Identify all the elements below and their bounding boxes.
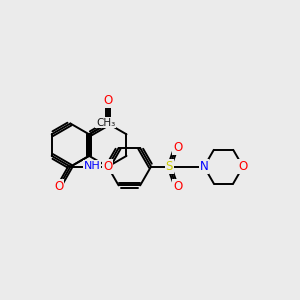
Text: O: O xyxy=(173,141,182,154)
Text: N: N xyxy=(200,160,208,173)
Text: NH: NH xyxy=(84,161,100,171)
Text: O: O xyxy=(103,160,112,173)
Text: O: O xyxy=(54,180,63,194)
Text: CH₃: CH₃ xyxy=(96,118,116,128)
Text: O: O xyxy=(173,179,182,193)
Text: O: O xyxy=(103,94,112,107)
Text: O: O xyxy=(238,160,248,173)
Text: S: S xyxy=(166,160,173,173)
